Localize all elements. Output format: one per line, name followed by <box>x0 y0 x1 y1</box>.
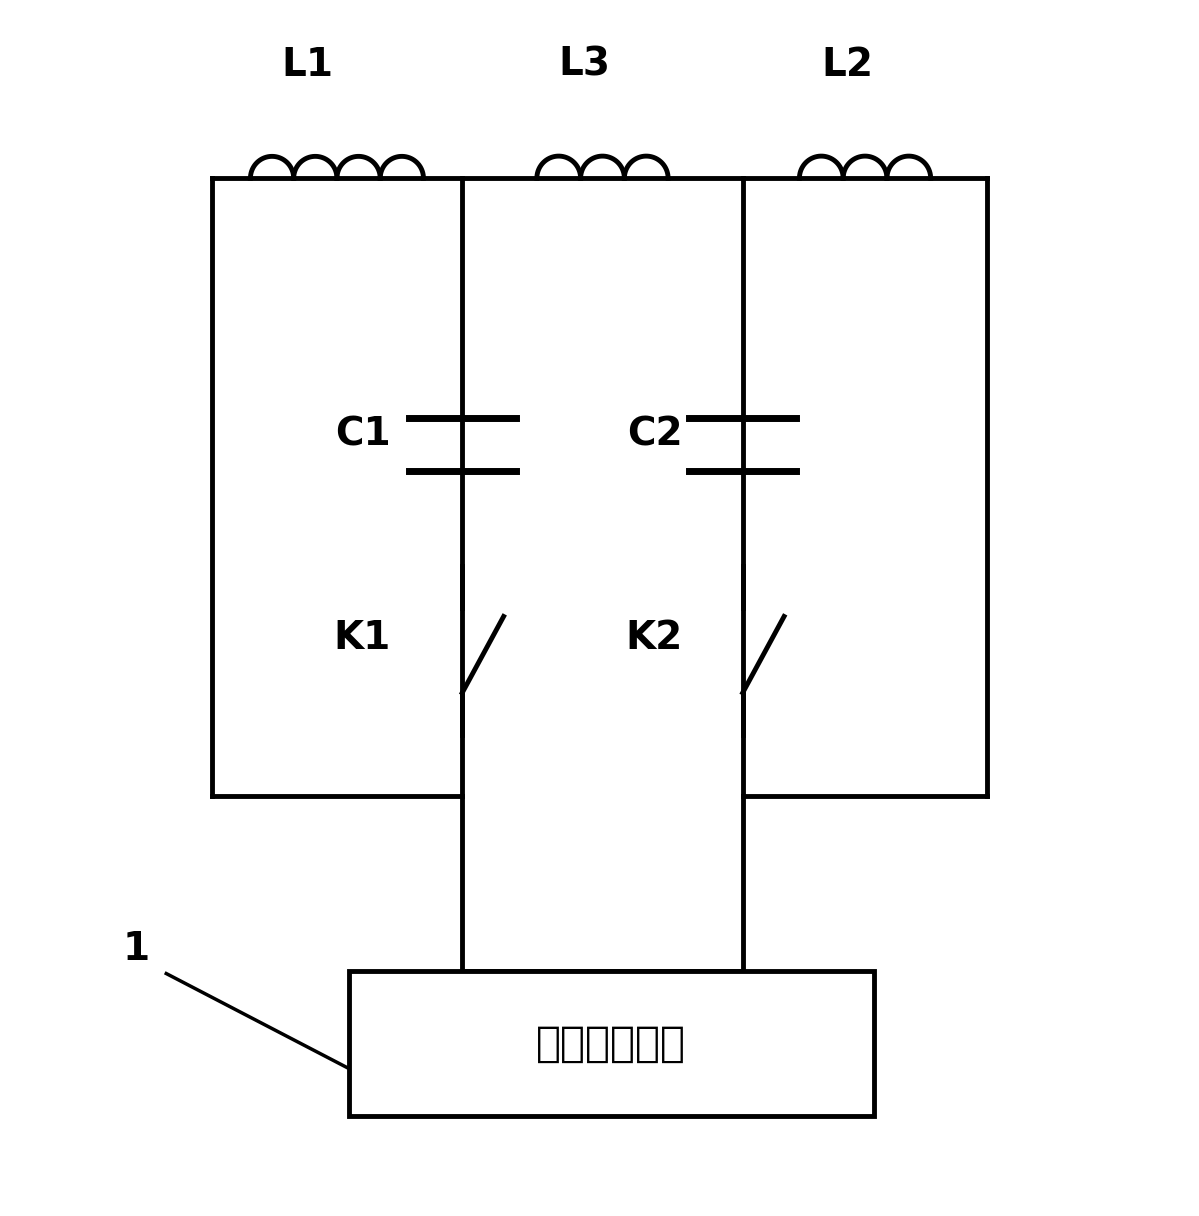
Text: 高频激励单元: 高频激励单元 <box>536 1023 687 1065</box>
Text: K2: K2 <box>626 619 683 658</box>
Text: K1: K1 <box>333 619 391 658</box>
Text: C1: C1 <box>335 416 391 454</box>
Text: L1: L1 <box>281 46 333 84</box>
Text: 1: 1 <box>122 930 150 968</box>
FancyBboxPatch shape <box>349 972 874 1116</box>
Text: L3: L3 <box>559 46 610 84</box>
Text: L2: L2 <box>821 46 873 84</box>
Text: C2: C2 <box>627 416 683 454</box>
